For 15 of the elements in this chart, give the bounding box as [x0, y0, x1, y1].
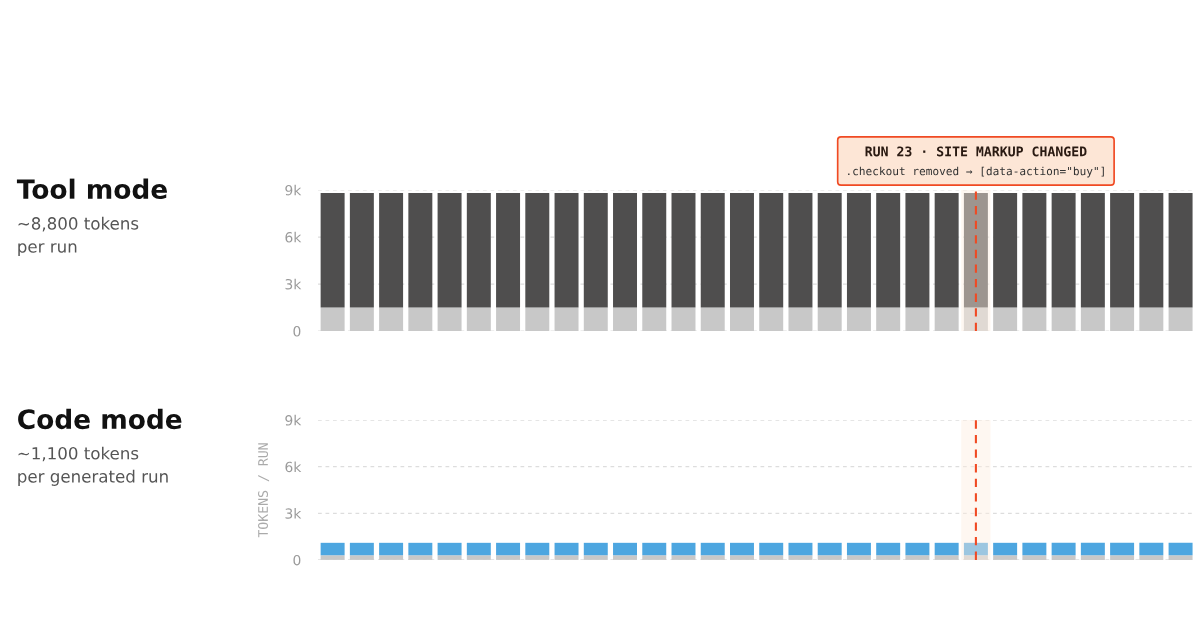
- text: .checkout removed → [data-action="buy"]: [848, 166, 1104, 178]
- y-tick-label: 3k: [285, 278, 302, 290]
- y-tick-label: 6k: [285, 461, 302, 473]
- text: ~1,100 tokens per generated run: [18, 446, 168, 486]
- y-tick-label: 9k: [285, 184, 302, 196]
- y-tick-label: 3k: [285, 508, 302, 519]
- y-tick-label: 0: [293, 326, 301, 337]
- y-tick-label: 0: [293, 554, 301, 566]
- y-tick-label: 9k: [285, 414, 302, 426]
- y-axis-title: TOKENS / RUN: [258, 443, 270, 538]
- text: Code mode: [18, 408, 182, 430]
- text: ~8,800 tokens per run: [18, 216, 139, 257]
- text: Tool mode: [16, 178, 167, 200]
- y-tick-label: 6k: [285, 231, 302, 243]
- text: RUN 23 · SITE MARKUP CHANGED: [865, 146, 1087, 157]
